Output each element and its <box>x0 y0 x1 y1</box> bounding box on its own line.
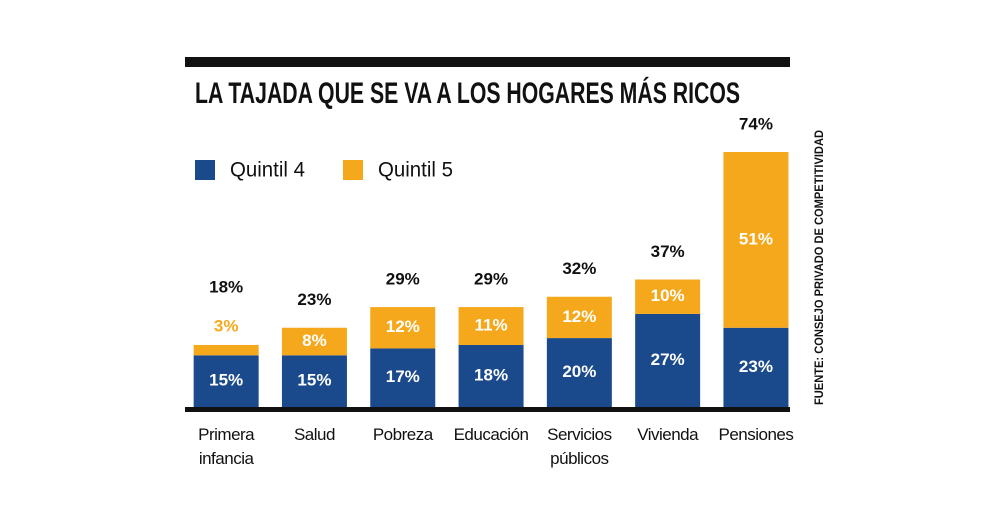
bar-segment <box>193 344 259 356</box>
legend-swatch <box>343 160 363 180</box>
total-label: 23% <box>297 290 331 309</box>
legend-label: Quintil 5 <box>378 159 453 182</box>
x-tick-label: Pobreza <box>372 425 433 444</box>
value-label: 3% <box>214 316 239 335</box>
bar-segment <box>723 327 789 407</box>
chart-title: LA TAJADA QUE SE VA A LOS HOGARES MÁS RI… <box>195 76 740 110</box>
value-label: 20% <box>562 362 596 381</box>
bar-segment <box>458 344 524 407</box>
total-label: 18% <box>209 277 243 296</box>
bar-segment <box>370 348 436 407</box>
bar-segment <box>723 152 789 328</box>
legend-swatch <box>195 160 215 180</box>
bar-segment <box>281 327 347 356</box>
source: FUENTE: CONSEJO PRIVADO DE COMPETITIVIDA… <box>812 130 826 405</box>
total-label: 37% <box>651 242 685 261</box>
x-tick-label: Salud <box>293 425 335 444</box>
value-label: 11% <box>475 316 508 335</box>
bar-segment <box>546 338 612 407</box>
value-label: 8% <box>302 331 327 350</box>
value-label: 18% <box>474 365 508 384</box>
value-label: 10% <box>651 286 685 305</box>
bar-segment <box>635 313 701 407</box>
value-label: 17% <box>386 367 420 386</box>
bar-segment <box>370 307 436 349</box>
value-label: 51% <box>739 229 773 248</box>
top-rule <box>185 57 790 67</box>
x-tick-label: Educación <box>453 425 529 444</box>
value-label: 23% <box>739 357 773 376</box>
value-label: 15% <box>297 371 331 390</box>
x-tick-label: Vivienda <box>637 425 699 444</box>
value-label: 15% <box>209 371 243 390</box>
total-label: 32% <box>562 259 596 278</box>
total-label: 74% <box>739 114 773 133</box>
baseline <box>185 407 790 412</box>
bar-segment <box>635 279 701 314</box>
x-tick-label: Pensiones <box>718 425 794 444</box>
legend-label: Quintil 4 <box>230 159 305 182</box>
value-label: 12% <box>386 317 420 336</box>
total-label: 29% <box>386 270 420 289</box>
value-label: 12% <box>562 307 596 326</box>
bar-segment <box>458 307 524 345</box>
x-tick-label: Servicios públicos <box>547 425 612 468</box>
bar-segment <box>281 355 347 407</box>
bar-segment <box>546 296 612 339</box>
total-label: 29% <box>474 270 508 289</box>
x-tick-label: Primera infancia <box>198 425 255 468</box>
bar-segment <box>193 355 259 407</box>
value-label: 27% <box>651 350 685 369</box>
